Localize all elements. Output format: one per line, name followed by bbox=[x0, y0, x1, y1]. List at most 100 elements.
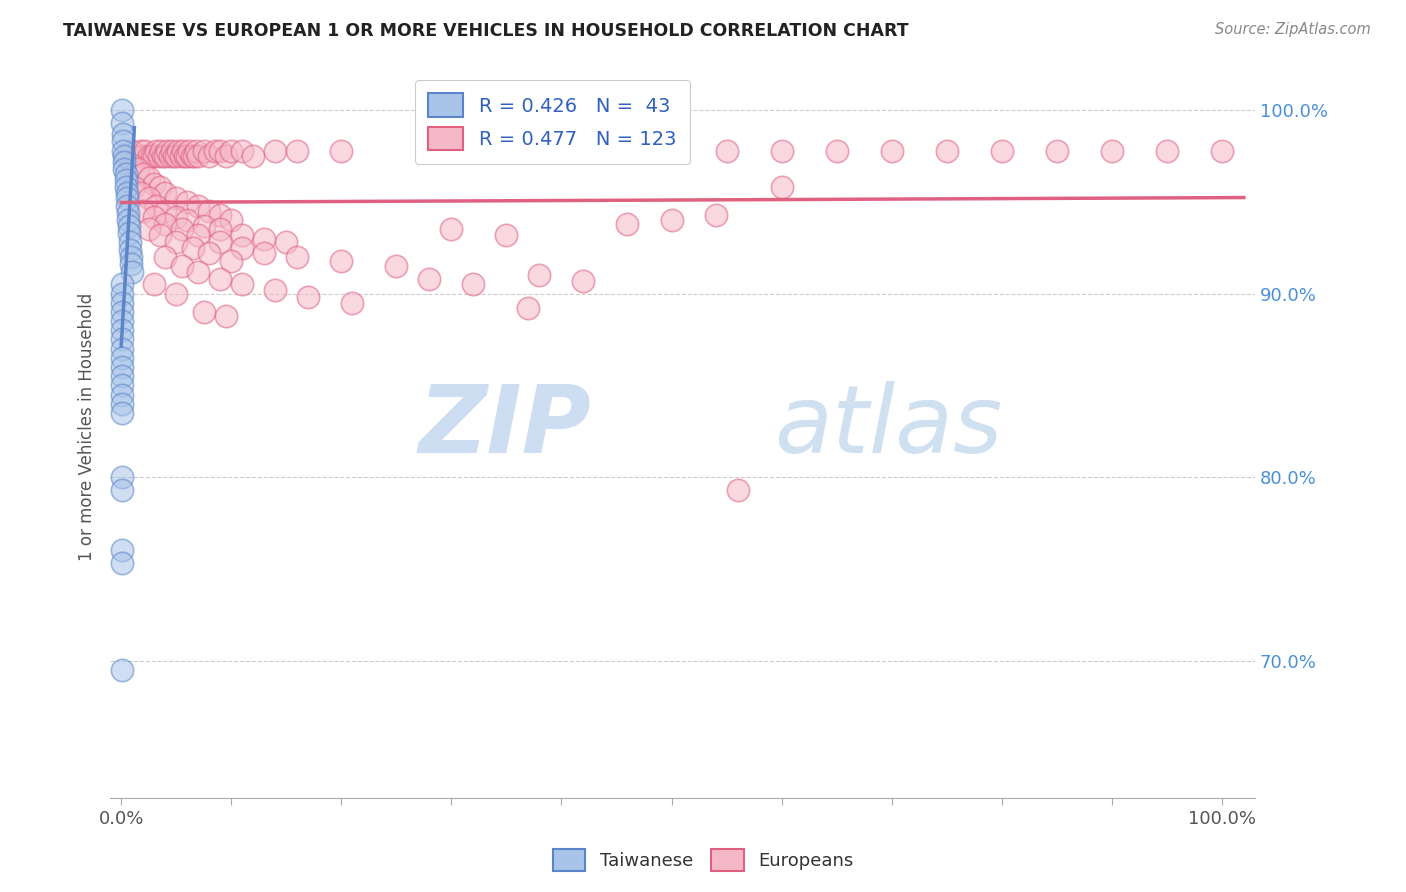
Point bbox=[111, 470, 134, 484]
Point bbox=[770, 144, 793, 158]
Point bbox=[114, 154, 136, 169]
Point bbox=[111, 277, 134, 292]
Point bbox=[114, 168, 136, 182]
Point bbox=[115, 149, 138, 163]
Point bbox=[115, 186, 138, 200]
Point bbox=[111, 314, 134, 328]
Point bbox=[111, 483, 134, 497]
Point bbox=[572, 274, 595, 288]
Point bbox=[172, 144, 194, 158]
Point bbox=[132, 204, 155, 219]
Point bbox=[187, 227, 209, 242]
Point bbox=[138, 149, 160, 163]
Point bbox=[112, 144, 135, 158]
Point bbox=[463, 277, 485, 292]
Point bbox=[231, 241, 253, 255]
Point bbox=[121, 144, 143, 158]
Point bbox=[495, 227, 517, 242]
Point bbox=[193, 219, 215, 233]
Point bbox=[209, 222, 232, 236]
Point bbox=[215, 309, 238, 323]
Point bbox=[156, 144, 179, 158]
Point bbox=[187, 198, 209, 212]
Point bbox=[129, 144, 152, 158]
Point bbox=[193, 305, 215, 319]
Point bbox=[111, 543, 134, 558]
Point bbox=[187, 149, 209, 163]
Point bbox=[111, 103, 134, 118]
Point bbox=[141, 149, 163, 163]
Point bbox=[134, 144, 156, 158]
Point bbox=[148, 149, 170, 163]
Point bbox=[117, 213, 139, 227]
Point bbox=[825, 144, 848, 158]
Point bbox=[219, 253, 242, 268]
Point bbox=[143, 277, 166, 292]
Point bbox=[184, 144, 207, 158]
Point bbox=[285, 144, 308, 158]
Point bbox=[111, 323, 134, 337]
Point bbox=[770, 180, 793, 194]
Point bbox=[114, 173, 136, 187]
Point bbox=[114, 149, 136, 163]
Point bbox=[111, 557, 134, 571]
Point bbox=[170, 222, 193, 236]
Point bbox=[170, 259, 193, 273]
Point bbox=[165, 210, 187, 224]
Point bbox=[111, 406, 134, 420]
Point bbox=[231, 277, 253, 292]
Point bbox=[165, 149, 187, 163]
Point bbox=[418, 272, 440, 286]
Point bbox=[118, 226, 141, 240]
Point bbox=[990, 144, 1012, 158]
Point bbox=[193, 144, 215, 158]
Y-axis label: 1 or more Vehicles in Household: 1 or more Vehicles in Household bbox=[79, 293, 96, 561]
Point bbox=[120, 250, 142, 264]
Point bbox=[124, 180, 146, 194]
Point bbox=[153, 149, 176, 163]
Point bbox=[153, 204, 176, 219]
Point bbox=[111, 378, 134, 392]
Point bbox=[440, 144, 463, 158]
Point bbox=[550, 144, 572, 158]
Point bbox=[198, 246, 221, 260]
Point bbox=[215, 149, 238, 163]
Point bbox=[204, 144, 226, 158]
Text: atlas: atlas bbox=[775, 381, 1002, 472]
Point bbox=[297, 290, 319, 304]
Text: ZIP: ZIP bbox=[418, 381, 591, 473]
Point bbox=[118, 219, 141, 233]
Point bbox=[165, 286, 187, 301]
Legend: Taiwanese, Europeans: Taiwanese, Europeans bbox=[546, 842, 860, 879]
Point bbox=[165, 235, 187, 250]
Point bbox=[115, 191, 138, 205]
Point bbox=[112, 127, 135, 141]
Point bbox=[440, 222, 463, 236]
Point bbox=[152, 149, 174, 163]
Point bbox=[198, 204, 221, 219]
Point bbox=[330, 253, 353, 268]
Point bbox=[1046, 144, 1069, 158]
Point bbox=[242, 149, 264, 163]
Point bbox=[120, 257, 142, 271]
Point bbox=[118, 235, 141, 250]
Point bbox=[219, 213, 242, 227]
Point bbox=[138, 171, 160, 186]
Point bbox=[935, 144, 957, 158]
Point bbox=[517, 301, 540, 316]
Point bbox=[149, 144, 172, 158]
Point bbox=[143, 149, 166, 163]
Point bbox=[209, 235, 232, 250]
Point bbox=[219, 144, 242, 158]
Point bbox=[167, 144, 190, 158]
Point bbox=[153, 186, 176, 200]
Point bbox=[1156, 144, 1178, 158]
Point bbox=[143, 177, 166, 191]
Point bbox=[342, 295, 364, 310]
Point bbox=[117, 206, 139, 220]
Point bbox=[112, 134, 135, 148]
Legend: R = 0.426   N =  43, R = 0.477   N = 123: R = 0.426 N = 43, R = 0.477 N = 123 bbox=[415, 79, 690, 164]
Point bbox=[661, 213, 683, 227]
Point bbox=[187, 265, 209, 279]
Point bbox=[616, 217, 638, 231]
